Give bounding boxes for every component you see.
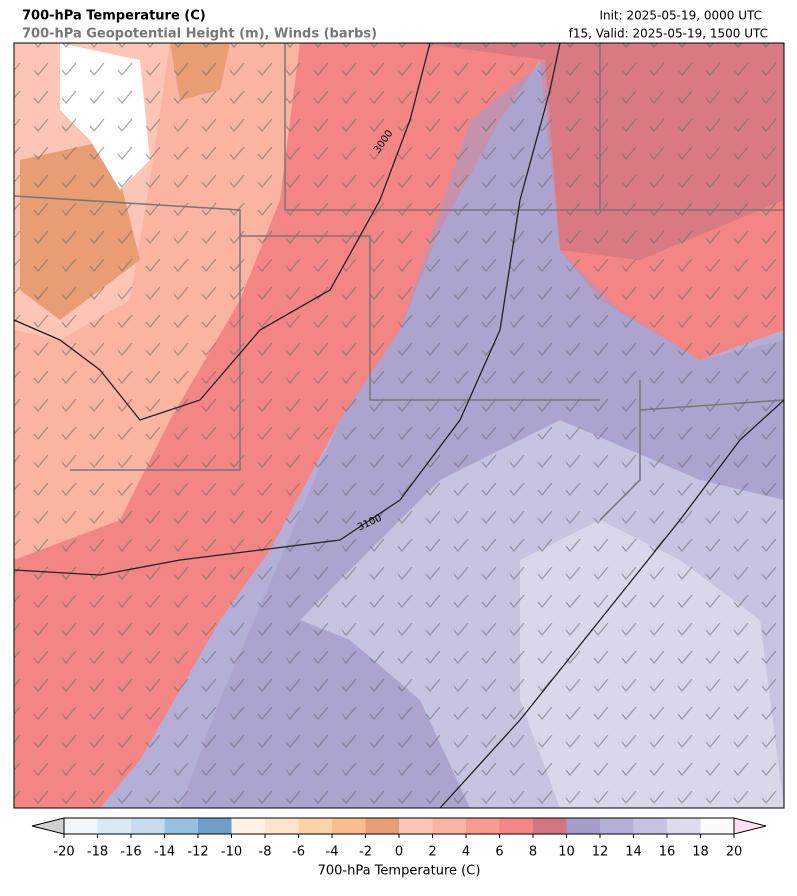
colorbar-segment [700,818,734,834]
colorbar-segment [198,818,232,834]
colorbar-tick-label: 2 [428,845,436,860]
colorbar-tick-label: -14 [154,845,175,860]
colorbar-segment [265,818,299,834]
colorbar-tick-label: 12 [592,845,609,860]
colorbar-segment [566,818,600,834]
colorbar-segment [466,818,500,834]
map-area: 3000 3100 [14,43,784,808]
colorbar-segment [499,818,533,834]
colorbar-segment [332,818,366,834]
colorbar-segment [533,818,567,834]
colorbar-segment [131,818,165,834]
colorbar-segment [432,818,466,834]
colorbar-segment [633,818,667,834]
height-contour [439,399,784,808]
height-contour [14,43,431,421]
height-contour [14,43,561,576]
colorbar-tick-label: 18 [692,845,709,860]
colorbar-label: 700-hPa Temperature (C) [318,864,481,879]
colorbar-tick-label: 10 [558,845,575,860]
title: 700-hPa Temperature (C) [22,9,206,24]
colorbar-tick-label: 16 [659,845,676,860]
colorbar-tick-label: -8 [259,845,272,860]
colorbar-segment [164,818,198,834]
colorbar-extend-high [733,817,767,835]
colorbar-tick-label: 8 [529,845,537,860]
init-time: Init: 2025-05-19, 0000 UTC [599,9,762,23]
map-frame [13,42,785,809]
colorbar-segment [365,818,399,834]
colorbar-tick-label: -2 [359,845,372,860]
colorbar-segment [399,818,433,834]
colorbar-tick-label: -4 [326,845,339,860]
colorbar-extend-low [31,817,65,835]
colorbar-segment [64,818,98,834]
colorbar-tick-label: -10 [221,845,242,860]
colorbar-tick-label: 0 [395,845,403,860]
colorbar-tick-label: -12 [187,845,208,860]
colorbar-segment [667,818,701,834]
colorbar-tick-label: -6 [292,845,305,860]
colorbar-tick-label: 20 [726,845,743,860]
colorbar-segment [600,818,634,834]
colorbar-tick-label: 4 [462,845,470,860]
colorbar-segment [298,818,332,834]
subtitle: 700-hPa Geopotential Height (m), Winds (… [22,27,377,42]
colorbar-tick-label: -16 [120,845,141,860]
colorbar-tick-label: -18 [87,845,108,860]
colorbar-segment [97,818,131,834]
valid-time: f15, Valid: 2025-05-19, 1500 UTC [569,27,768,41]
colorbar-tick-label: 14 [625,845,642,860]
colorbar-segment [231,818,265,834]
colorbar-tick-label: -20 [53,845,74,860]
colorbar: -20 -18 -16 -14 -12 -10 -8 -6 -4 -2 0 2 4 6 8 10 12 14 16 1… [31,817,767,860]
colorbar-tick-label: 6 [495,845,503,860]
